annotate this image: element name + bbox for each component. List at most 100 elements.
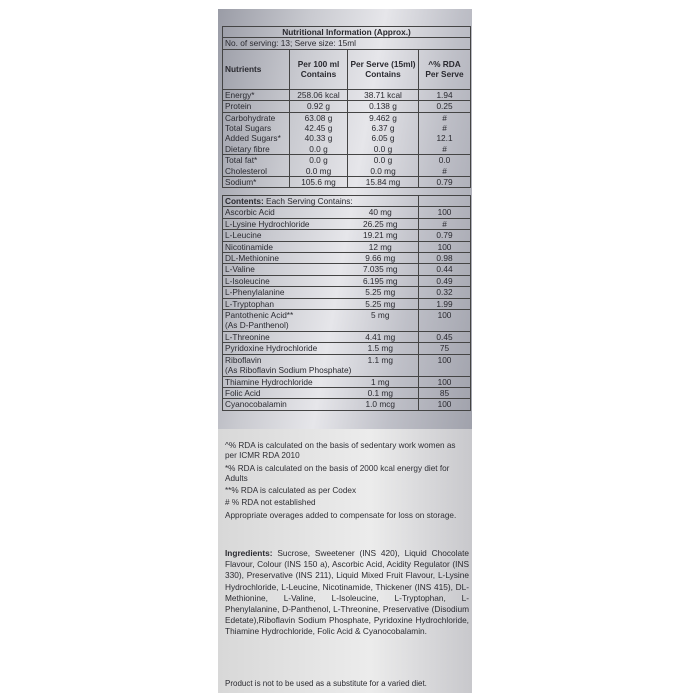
content-name: L-Threonine xyxy=(222,330,343,344)
content-rda: 85 xyxy=(418,386,471,400)
content-row: L-Threonine 4.41 mg 0.45 xyxy=(222,330,471,344)
content-amount: 5.25 mg xyxy=(342,297,419,311)
content-name: Ascorbic Acid xyxy=(222,206,343,219)
content-name: L-Phenylalanine xyxy=(222,286,343,299)
nutrient-row: Total Sugars 42.45 g 6.37 g # xyxy=(222,123,472,134)
content-row: L-Phenylalanine 5.25 mg 0.32 xyxy=(222,286,471,299)
header-per-serve: Per Serve (15ml) Contains xyxy=(347,48,419,90)
ingredients: Ingredients: Sucrose, Sweetener (INS 420… xyxy=(225,548,469,638)
content-rda: 0.32 xyxy=(418,286,471,299)
content-amount: 12 mg xyxy=(342,240,419,254)
per-100ml-value: 63.08 g xyxy=(289,111,348,124)
disclaimer: Product is not to be used as a substitut… xyxy=(225,679,427,688)
nutrient-name: Total fat* xyxy=(222,154,290,166)
per-100ml-value: 0.0 g xyxy=(289,143,348,156)
content-row: Pyridoxine Hydrochloride 1.5 mg 75 xyxy=(222,342,471,355)
nutrient-row: Protein 0.92 g 0.138 g 0.25 xyxy=(222,100,472,113)
content-row: L-Isoleucine 6.195 mg 0.49 xyxy=(222,274,471,288)
rda-value: # xyxy=(417,111,472,124)
per-100ml-value: 0.0 mg xyxy=(289,165,348,178)
content-amount: 4.41 mg xyxy=(342,330,419,344)
content-name-text: Nicotinamide xyxy=(225,241,273,252)
content-amount: 1.1 mg xyxy=(342,353,419,377)
content-row: Ascorbic Acid 40 mg 100 xyxy=(222,206,471,219)
content-name-text: L-Tryptophan xyxy=(225,298,275,309)
header-nutrients: Nutrients xyxy=(222,48,290,90)
nutrient-row: Total fat* 0.0 g 0.0 g 0.0 xyxy=(222,154,472,166)
content-name-text: Pantothenic Acid** xyxy=(225,310,294,321)
nutrient-row: Added Sugars* 40.33 g 6.05 g 12.1 xyxy=(222,133,472,144)
content-name: Nicotinamide xyxy=(222,240,343,254)
per-serve-value: 0.138 g xyxy=(347,100,419,113)
content-rda: 0.98 xyxy=(418,252,471,265)
content-rda: 0.45 xyxy=(418,330,471,344)
content-rda: 100 xyxy=(418,309,471,332)
ingredients-text: Sucrose, Sweetener (INS 420), Liquid Cho… xyxy=(225,548,469,637)
content-amount: 26.25 mg xyxy=(342,217,419,231)
content-rda: # xyxy=(418,217,471,231)
per-100ml-value: 0.92 g xyxy=(289,100,348,113)
content-rda: 0.49 xyxy=(418,274,471,288)
content-name-text: Ascorbic Acid xyxy=(225,207,275,218)
rda-value: # xyxy=(417,123,472,134)
content-name: L-Isoleucine xyxy=(222,274,343,288)
content-amount: 40 mg xyxy=(342,206,419,219)
nutrient-name: Cholesterol xyxy=(222,165,290,178)
nutrient-row: Cholesterol 0.0 mg 0.0 mg # xyxy=(222,165,472,178)
rda-value: # xyxy=(417,165,472,178)
header-per-100ml: Per 100 ml Contains xyxy=(289,48,348,90)
content-name-text: L-Lysine Hydrochloride xyxy=(225,218,310,229)
footnote: Appropriate overages added to compensate… xyxy=(225,510,457,520)
nutrient-name: Protein xyxy=(222,100,290,113)
footnote: *% RDA is calculated on the basis of 200… xyxy=(225,463,450,483)
content-rda: 75 xyxy=(418,342,471,355)
nutrient-row: Sodium* 105.6 mg 15.84 mg 0.79 xyxy=(222,176,472,189)
content-name-text: L-Leucine xyxy=(225,230,262,241)
nutrient-name: Added Sugars* xyxy=(222,133,290,144)
per-serve-value: 15.84 mg xyxy=(347,176,419,189)
nutrient-name: Dietary fibre xyxy=(222,143,290,156)
footnote: **% RDA is calculated as per Codex xyxy=(225,486,357,496)
content-name: L-Valine xyxy=(222,263,343,276)
content-row: L-Leucine 19.21 mg 0.79 xyxy=(222,229,471,242)
nutrition-table: Nutritional Information (Approx.) No. of… xyxy=(221,25,472,189)
footnote: ^% RDA is calculated on the basis of sed… xyxy=(225,441,456,461)
content-row: L-Tryptophan 5.25 mg 1.99 xyxy=(222,297,471,311)
table-title: Nutritional Information (Approx.) xyxy=(221,25,472,39)
content-name-text: DL-Methionine xyxy=(225,253,279,264)
content-row: L-Lysine Hydrochloride 26.25 mg # xyxy=(222,217,471,231)
content-name-text: L-Valine xyxy=(225,264,255,275)
content-name-text: L-Isoleucine xyxy=(225,275,270,286)
content-amount: 1.0 mcg xyxy=(342,398,419,411)
contents-heading: Contents: Each Serving Contains: xyxy=(222,194,419,208)
rda-value: 0.79 xyxy=(417,176,472,189)
content-name-sub: (As D-Panthenol) xyxy=(225,320,289,331)
content-row: Riboflavin (As Riboflavin Sodium Phosphat… xyxy=(222,353,471,377)
content-name-text: L-Phenylalanine xyxy=(225,287,285,298)
nutrient-name: Total Sugars xyxy=(222,123,290,134)
per-100ml-value: 0.0 g xyxy=(289,154,348,166)
serving-info: No. of serving: 13; Serve size: 15ml xyxy=(221,37,472,50)
content-name-text: Riboflavin xyxy=(225,354,262,365)
content-rda: 0.44 xyxy=(418,263,471,276)
content-name-text: Folic Acid xyxy=(225,387,261,398)
content-rda: 100 xyxy=(418,353,471,377)
content-rda: 1.99 xyxy=(418,297,471,311)
content-name: L-Lysine Hydrochloride xyxy=(222,217,343,231)
content-row: L-Valine 7.035 mg 0.44 xyxy=(222,263,471,276)
content-amount: 5.25 mg xyxy=(342,286,419,299)
content-amount: 7.035 mg xyxy=(342,263,419,276)
content-row: Nicotinamide 12 mg 100 xyxy=(222,240,471,254)
header-rda: ^% RDA Per Serve xyxy=(417,48,472,90)
content-row: DL-Methionine 9.66 mg 0.98 xyxy=(222,252,471,265)
content-name: DL-Methionine xyxy=(222,252,343,265)
nutrient-row: Energy* 258.06 kcal 38.71 kcal 1.94 xyxy=(222,88,472,102)
content-amount: 19.21 mg xyxy=(342,229,419,242)
per-100ml-value: 40.33 g xyxy=(289,133,348,144)
content-name: L-Tryptophan xyxy=(222,297,343,311)
per-serve-value: 0.0 g xyxy=(347,154,419,166)
content-rda: 0.79 xyxy=(418,229,471,242)
rda-value: 0.0 xyxy=(417,154,472,166)
content-row: Pantothenic Acid** (As D-Panthenol) 5 mg 10… xyxy=(222,309,471,332)
content-name-sub: (As Riboflavin Sodium Phosphate) xyxy=(225,365,352,376)
